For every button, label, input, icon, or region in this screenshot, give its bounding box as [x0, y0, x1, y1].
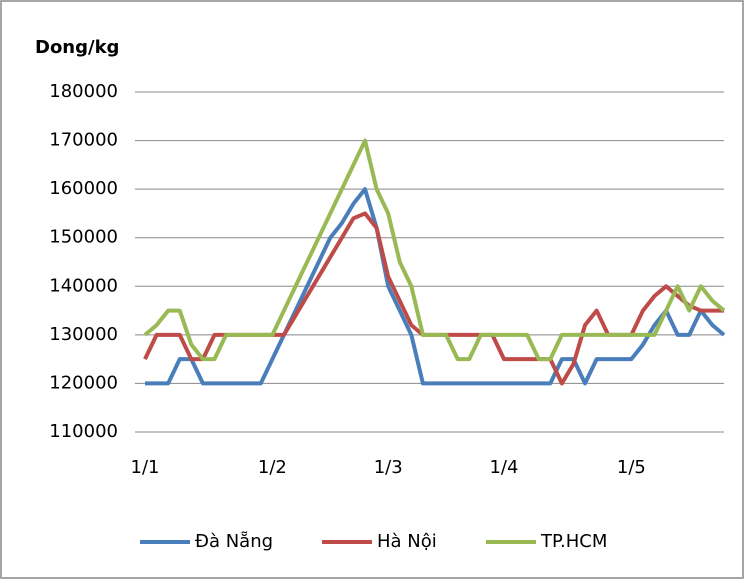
y-tick-label: 140000 — [49, 275, 118, 296]
y-tick-label: 120000 — [49, 372, 118, 393]
y-tick-label: 150000 — [49, 227, 118, 248]
x-tick-label: 1/2 — [258, 457, 287, 478]
x-tick-label: 1/4 — [489, 457, 518, 478]
legend-label: Đà Nẵng — [195, 531, 273, 552]
y-tick-label: 170000 — [49, 130, 118, 151]
y-tick-label: 180000 — [49, 81, 118, 102]
x-tick-label: 1/1 — [131, 457, 160, 478]
chart-title: Dong/kg — [35, 37, 119, 58]
y-tick-label: 130000 — [49, 324, 118, 345]
y-tick-label: 110000 — [49, 421, 118, 442]
y-tick-label: 160000 — [49, 178, 118, 199]
x-tick-label: 1/5 — [617, 457, 646, 478]
x-tick-label: 1/3 — [374, 457, 403, 478]
legend-label: TP.HCM — [540, 531, 607, 552]
series-line — [143, 138, 726, 362]
legend-label: Hà Nội — [377, 531, 437, 552]
series-line — [145, 187, 726, 386]
